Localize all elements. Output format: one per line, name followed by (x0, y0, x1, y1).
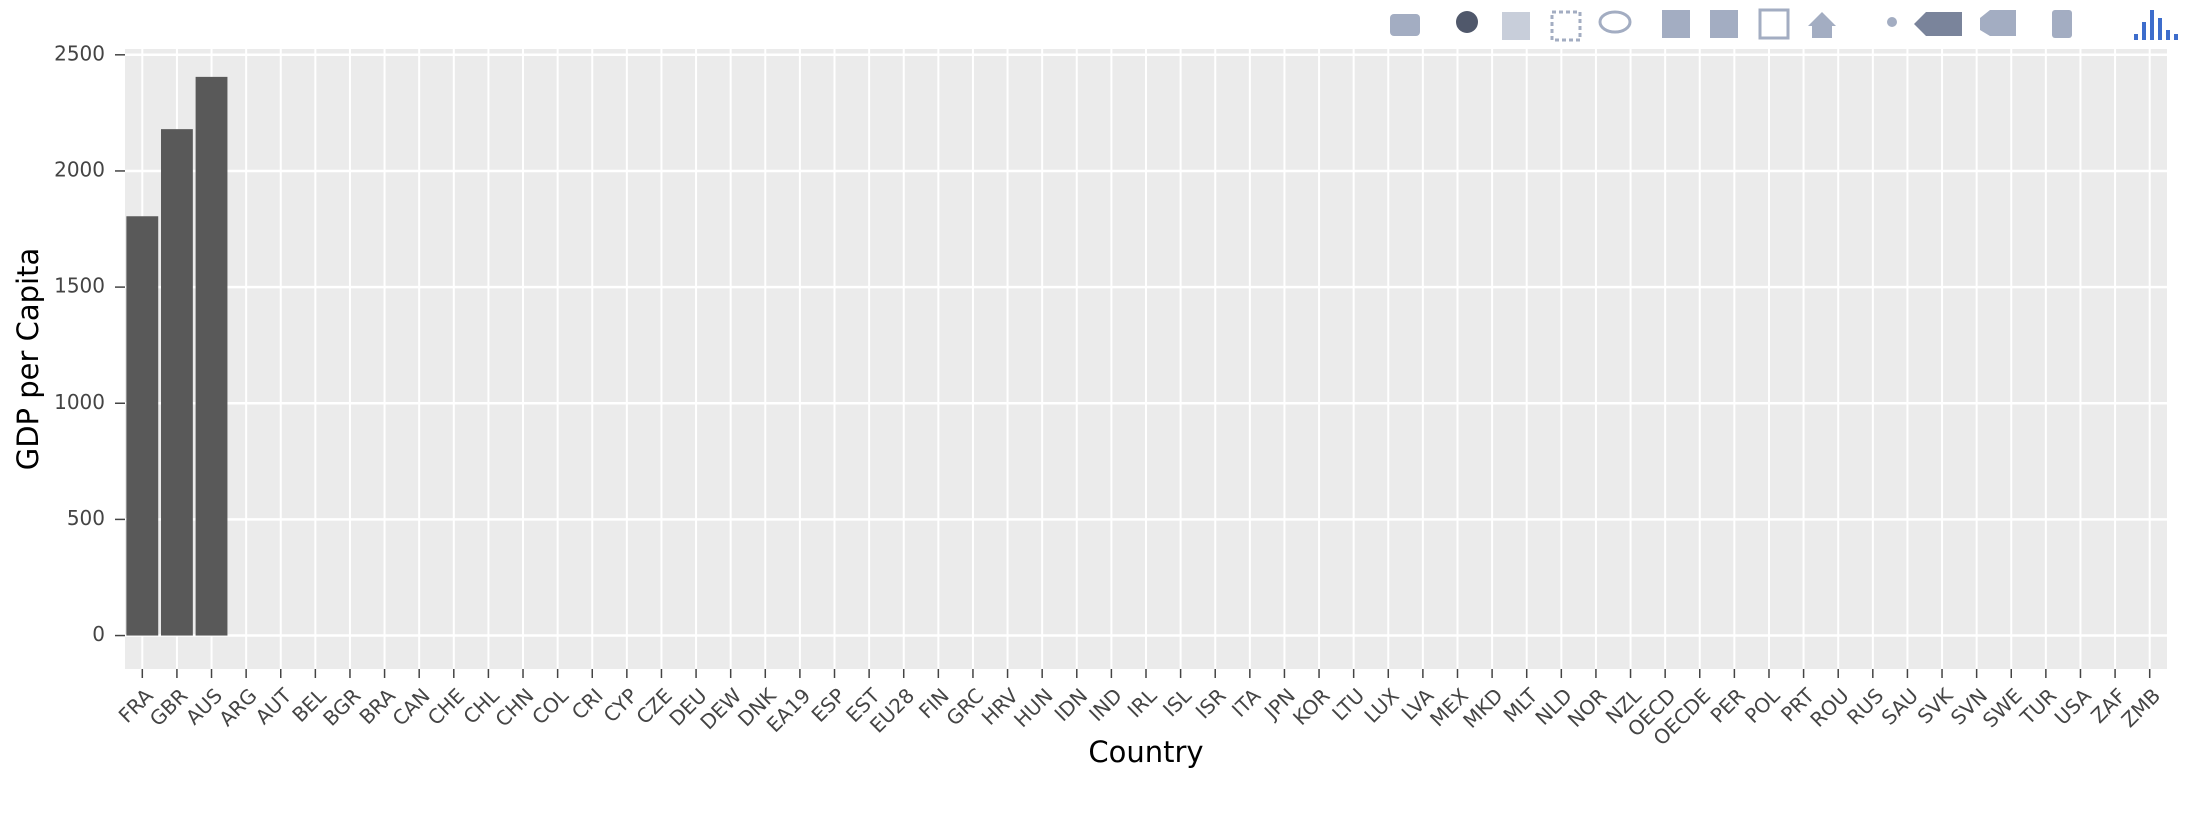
x-tick-label: SVK (1913, 683, 1959, 729)
y-tick-label: 1000 (54, 390, 105, 414)
camera-icon[interactable] (1390, 14, 1420, 36)
x-tick-label: AUT (251, 683, 297, 729)
spike-icon[interactable] (1887, 17, 1897, 27)
x-tick-label: ESP (807, 683, 850, 726)
bars (126, 76, 228, 636)
x-tick-label: CYP (599, 683, 643, 727)
bar (126, 216, 159, 636)
x-tick-label: POL (1740, 683, 1785, 728)
x-tick-label: AUS (181, 683, 227, 729)
x-tick-label: ISL (1158, 683, 1197, 722)
hover-compare-icon[interactable] (1980, 10, 2016, 36)
pan-icon[interactable] (1502, 12, 1530, 40)
zoom-icon[interactable] (1456, 11, 1478, 33)
lasso-icon[interactable] (1598, 10, 1632, 34)
x-tick-label: RUS (1842, 683, 1888, 729)
y-tick-label: 2500 (54, 41, 105, 65)
y-axis-title: GDP per Capita (11, 248, 45, 471)
x-tick-label: BRA (354, 683, 400, 729)
select-icon[interactable] (1550, 10, 1582, 42)
x-tick-label: ISR (1191, 683, 1231, 723)
x-tick-label: MLT (1498, 683, 1542, 727)
y-tick-label: 1500 (54, 274, 105, 298)
x-tick-label: ITA (1227, 683, 1266, 722)
bar (195, 76, 228, 636)
x-axis-title: Country (1088, 735, 1203, 769)
y-tick-label: 0 (92, 622, 105, 646)
y-tick-label: 2000 (54, 157, 105, 181)
x-tick-label: IRL (1123, 683, 1162, 722)
reset-icon[interactable] (1808, 12, 1836, 38)
plotly-logo[interactable] (2134, 10, 2178, 40)
y-tick-label: 500 (67, 506, 105, 530)
x-tick-label: IND (1084, 683, 1127, 726)
bar (160, 129, 193, 636)
x-tick-label: LUX (1360, 683, 1404, 727)
hover-closest-icon[interactable] (1914, 12, 1962, 36)
x-tick-label: SAU (1877, 683, 1923, 729)
x-tick-label: CHE (423, 683, 469, 729)
x-tick-label: PER (1706, 683, 1750, 727)
autoscale-icon[interactable] (1758, 8, 1790, 40)
docs-icon[interactable] (2052, 10, 2072, 38)
x-tick-label: CRI (567, 683, 608, 724)
x-tick-label: IDN (1050, 683, 1093, 726)
zoom-out-icon[interactable] (1710, 10, 1738, 38)
x-tick-label: LTU (1327, 683, 1369, 725)
toolbar (1390, 8, 2178, 42)
x-tick-label: ZMB (2117, 683, 2166, 732)
x-tick-label: CZE (631, 683, 676, 728)
zoom-in-icon[interactable] (1662, 10, 1690, 38)
